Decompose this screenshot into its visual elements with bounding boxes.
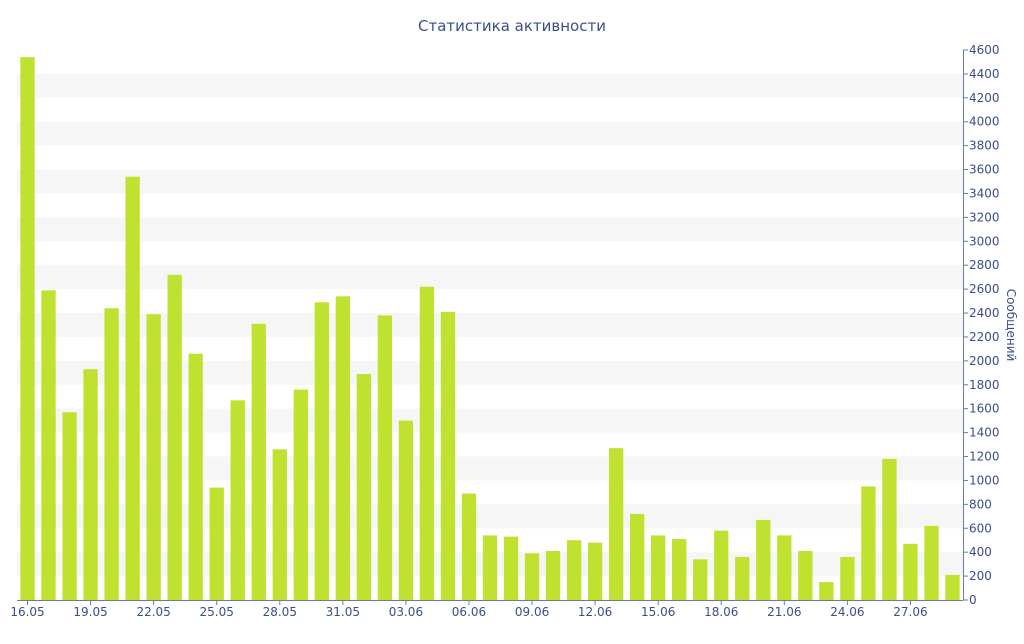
bar: [83, 369, 98, 600]
x-tick-label: 28.05: [263, 605, 297, 619]
y-tick-label: 2600: [969, 282, 1000, 296]
y-tick-label: 4400: [969, 67, 1000, 81]
bar: [503, 536, 519, 600]
bar: [272, 449, 287, 600]
bar: [125, 176, 140, 601]
bar: [608, 448, 624, 600]
bar: [293, 389, 308, 600]
x-tick-label: 24.06: [830, 605, 864, 619]
bar: [62, 412, 77, 600]
bar: [777, 535, 792, 600]
bar: [545, 550, 561, 600]
bar: [20, 57, 35, 601]
x-tick-label: 25.05: [200, 605, 234, 619]
bar: [924, 525, 939, 600]
bar: [335, 296, 350, 600]
x-axis-ticks: 16.05 19.05 22.05 25.05 28.05 31.05 03.06 06.06…: [10, 600, 928, 619]
y-tick-label: 4200: [969, 91, 1000, 105]
bar: [104, 308, 119, 600]
y-axis-ticks: 0 200 400 600 800 1000 1200 1400 1600 1800 2000 220…: [963, 43, 1000, 607]
y-tick-label: 3400: [969, 186, 1000, 200]
bar: [945, 574, 960, 600]
bar: [251, 323, 266, 600]
bar: [188, 353, 203, 600]
y-tick-label: 3800: [969, 139, 1000, 153]
grid-band: [17, 121, 963, 146]
y-tick-label: 1000: [969, 473, 1000, 487]
y-tick-label: 200: [969, 569, 992, 583]
bar: [693, 559, 708, 600]
y-tick-label: 1400: [969, 426, 1000, 440]
y-tick-label: 400: [969, 545, 992, 559]
bar: [819, 582, 834, 600]
x-tick-label: 12.06: [578, 605, 612, 619]
grid-bands: [17, 73, 963, 577]
bar: [587, 542, 603, 600]
bar: [882, 458, 897, 600]
bar: [672, 539, 687, 600]
y-tick-label: 2400: [969, 306, 1000, 320]
y-tick-label: 3000: [969, 234, 1000, 248]
bar: [651, 535, 666, 600]
y-tick-label: 600: [969, 521, 992, 535]
bar: [167, 274, 182, 600]
bar-series: [20, 57, 960, 601]
bar: [377, 315, 393, 600]
grid-band: [17, 265, 963, 290]
bar: [209, 487, 224, 600]
bar: [735, 556, 750, 600]
y-tick-label: 3200: [969, 210, 1000, 224]
bar: [566, 540, 582, 600]
x-tick-label: 21.06: [767, 605, 801, 619]
x-tick-label: 27.06: [893, 605, 927, 619]
bar: [461, 493, 477, 600]
y-tick-label: 1200: [969, 450, 1000, 464]
bar: [314, 302, 329, 600]
x-tick-label: 15.06: [641, 605, 675, 619]
bar: [756, 519, 771, 600]
bar: [419, 286, 435, 600]
x-tick-label: 06.06: [452, 605, 486, 619]
bar: [524, 553, 540, 600]
x-tick-label: 16.05: [10, 605, 44, 619]
bar: [861, 486, 876, 600]
y-axis-label: Сообщений: [1004, 289, 1018, 362]
y-tick-label: 2000: [969, 354, 1000, 368]
y-tick-label: 1800: [969, 378, 1000, 392]
y-tick-label: 4000: [969, 115, 1000, 129]
bar: [903, 543, 918, 600]
x-tick-label: 18.06: [704, 605, 738, 619]
chart-title: Статистика активности: [418, 17, 606, 35]
grid-band: [17, 169, 963, 194]
bar: [356, 374, 372, 600]
bar: [146, 314, 161, 600]
x-tick-label: 03.06: [389, 605, 423, 619]
y-tick-label: 2800: [969, 258, 1000, 272]
y-tick-label: 0: [969, 593, 977, 607]
bar: [798, 550, 813, 600]
x-tick-label: 09.06: [515, 605, 549, 619]
bar: [230, 400, 245, 600]
x-tick-label: 22.05: [136, 605, 170, 619]
x-tick-label: 19.05: [73, 605, 107, 619]
bar: [630, 513, 645, 600]
y-tick-label: 4600: [969, 43, 1000, 57]
bar: [440, 311, 456, 600]
bar: [41, 290, 56, 600]
y-tick-label: 800: [969, 497, 992, 511]
bar: [482, 535, 498, 600]
y-tick-label: 3600: [969, 163, 1000, 177]
bar: [398, 420, 414, 600]
bar: [714, 530, 729, 600]
y-tick-label: 2200: [969, 330, 1000, 344]
grid-band: [17, 217, 963, 242]
bar: [840, 556, 855, 600]
x-tick-label: 31.05: [326, 605, 360, 619]
grid-band: [17, 73, 963, 98]
axes: [17, 50, 964, 601]
y-tick-label: 1600: [969, 402, 1000, 416]
